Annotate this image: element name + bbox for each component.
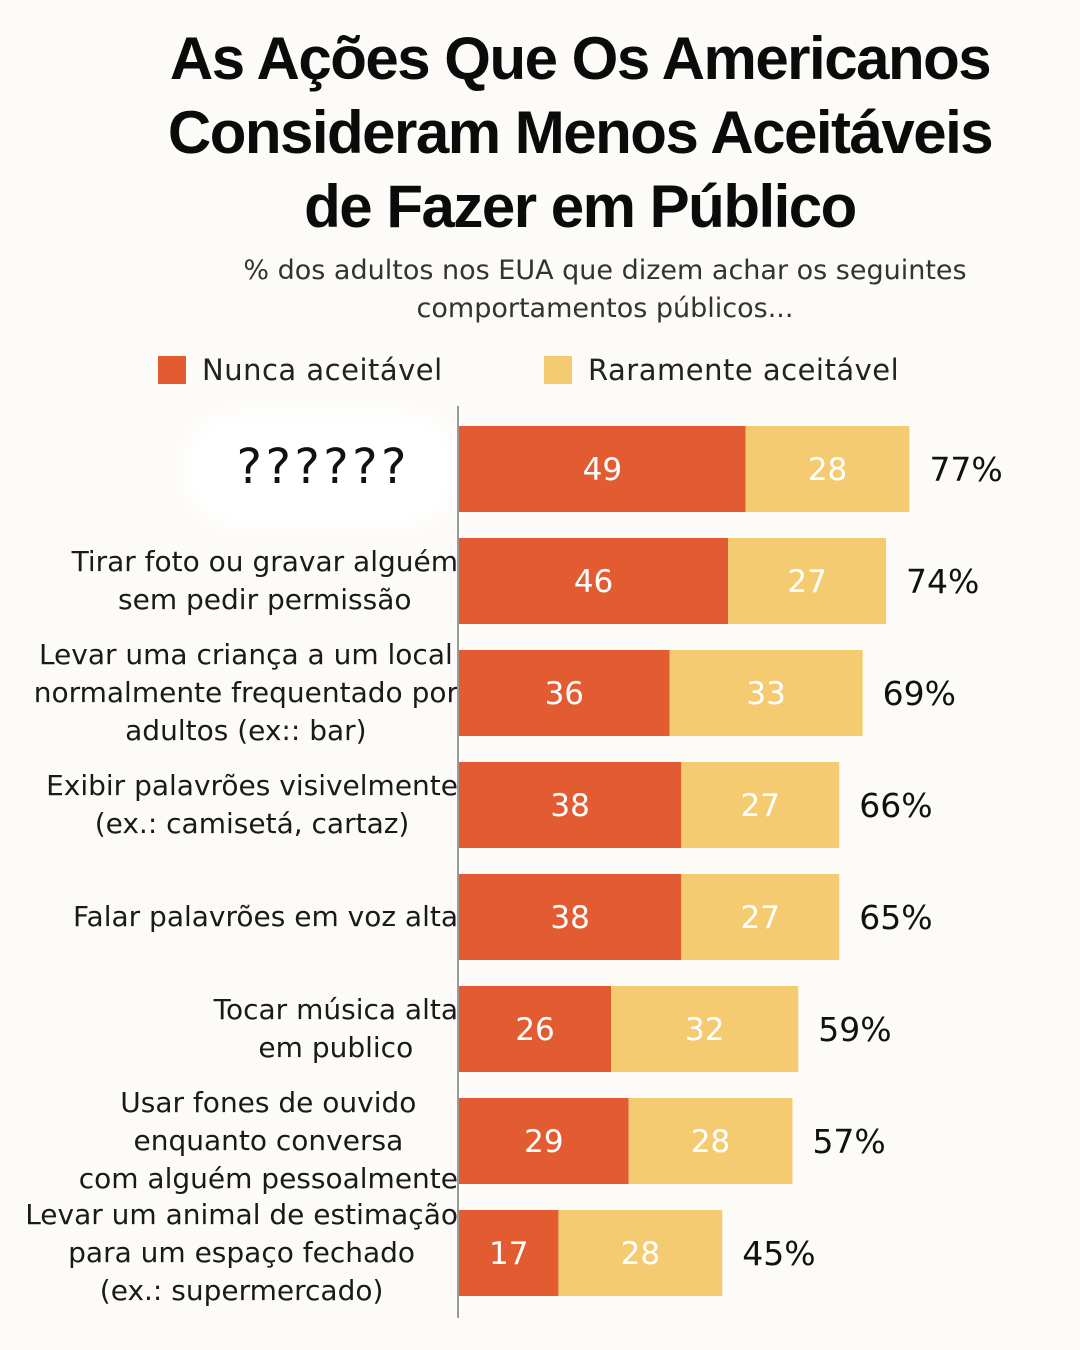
category-label-line: em publico xyxy=(258,1031,414,1064)
chart-title-line: de Fazer em Público xyxy=(304,173,857,240)
category-label-line: enquanto conversa xyxy=(133,1124,404,1157)
chart-subtitle-line: % dos adultos nos EUA que dizem achar os… xyxy=(243,255,967,286)
category-label-line: com alguém pessoalmente xyxy=(78,1162,458,1195)
legend-label-rarely: Raramente aceitável xyxy=(588,353,900,387)
chart-subtitle: % dos adultos nos EUA que dizem achar os… xyxy=(150,252,1060,328)
data-label-rarely: 28 xyxy=(621,1236,660,1272)
category-label: Exibir palavrões visivelmente (ex.: camis… xyxy=(46,767,458,843)
category-label: Tirar foto ou gravar alguém sem pedir per… xyxy=(72,543,458,619)
bar-rarely xyxy=(745,426,910,512)
category-label: Levar uma criança a um local normalmente … xyxy=(34,636,458,750)
chart-title-line: Consideram Menos Aceitáveis xyxy=(167,99,994,166)
bar-never xyxy=(459,1210,559,1296)
category-label-line: Exibir palavrões visivelmente xyxy=(46,769,458,802)
category-label: Usar fones de ouvido enquanto conversa com… xyxy=(79,1084,458,1198)
bar-never xyxy=(459,1098,629,1184)
label-mask xyxy=(196,424,446,514)
data-label-never: 29 xyxy=(524,1124,563,1160)
legend-item-rarely: Raramente aceitável xyxy=(544,352,899,388)
chart-subtitle-line: comportamentos públicos... xyxy=(416,293,794,324)
category-label-line: para um espaço fechado xyxy=(68,1236,416,1269)
chart-title: As Ações Que Os Americanos Consideram Me… xyxy=(100,22,1060,244)
legend-swatch-never xyxy=(158,356,186,384)
bar-never xyxy=(459,874,682,960)
category-label-line: (ex.: camisetá, cartaz) xyxy=(94,807,410,840)
bar-rarely xyxy=(681,874,840,960)
legend-item-never: Nunca aceitável xyxy=(158,352,443,388)
data-label-never: 49 xyxy=(583,452,622,488)
total-label: 45% xyxy=(742,1234,815,1273)
total-label: 69% xyxy=(883,674,956,713)
data-label-never: 17 xyxy=(489,1236,528,1272)
data-label-rarely: 28 xyxy=(808,452,847,488)
category-label-line: Tirar foto ou gravar alguém xyxy=(71,545,458,578)
category-label-line: Levar uma criança a um local xyxy=(38,638,453,671)
data-label-rarely: 33 xyxy=(746,676,785,712)
category-label-line: Falar palavrões em voz alta xyxy=(73,900,458,933)
hidden-category-label: ?????? xyxy=(234,439,408,495)
category-label-line: Levar um animal de estimação xyxy=(25,1198,458,1231)
data-label-never: 46 xyxy=(574,564,613,600)
legend-swatch-rarely xyxy=(544,356,572,384)
category-label-line: Tocar música alta xyxy=(213,993,458,1026)
category-label: Levar um animal de estimação para um espa… xyxy=(25,1196,458,1310)
category-label-line: (ex.: supermercado) xyxy=(99,1274,384,1307)
total-label: 66% xyxy=(859,786,932,825)
legend-label-never: Nunca aceitável xyxy=(202,353,443,387)
data-label-never: 36 xyxy=(545,676,584,712)
data-label-never: 26 xyxy=(515,1012,554,1048)
bar-never xyxy=(459,650,670,736)
data-label-never: 38 xyxy=(550,788,589,824)
bar-never xyxy=(459,986,612,1072)
bar-rarely xyxy=(611,986,799,1072)
data-label-rarely: 27 xyxy=(741,788,780,824)
bar-rarely xyxy=(669,650,863,736)
bar-rarely xyxy=(728,538,887,624)
bar-never xyxy=(459,538,729,624)
total-label: 74% xyxy=(906,562,979,601)
data-label-rarely: 28 xyxy=(691,1124,730,1160)
category-label: Falar palavrões em voz alta xyxy=(73,898,458,936)
chart-title-line: As Ações Que Os Americanos xyxy=(169,25,992,92)
bar-rarely xyxy=(558,1210,723,1296)
bar-never xyxy=(459,426,746,512)
bar-rarely xyxy=(681,762,840,848)
bar-rarely xyxy=(628,1098,793,1184)
category-label-line: adultos (ex:: bar) xyxy=(125,714,367,747)
total-label: 65% xyxy=(859,898,932,937)
data-label-rarely: 27 xyxy=(741,900,780,936)
total-label: 59% xyxy=(818,1010,891,1049)
total-label: 77% xyxy=(929,450,1002,489)
category-label-line: Usar fones de ouvido xyxy=(120,1086,417,1119)
total-label: 57% xyxy=(812,1122,885,1161)
data-label-never: 38 xyxy=(550,900,589,936)
data-label-rarely: 27 xyxy=(787,564,826,600)
category-label: Tocar música alta em publico xyxy=(214,991,458,1067)
category-label-line: normalmente frequentado por xyxy=(33,676,458,709)
data-label-rarely: 32 xyxy=(685,1012,724,1048)
bar-never xyxy=(459,762,682,848)
category-label-line: sem pedir permissão xyxy=(118,583,412,616)
